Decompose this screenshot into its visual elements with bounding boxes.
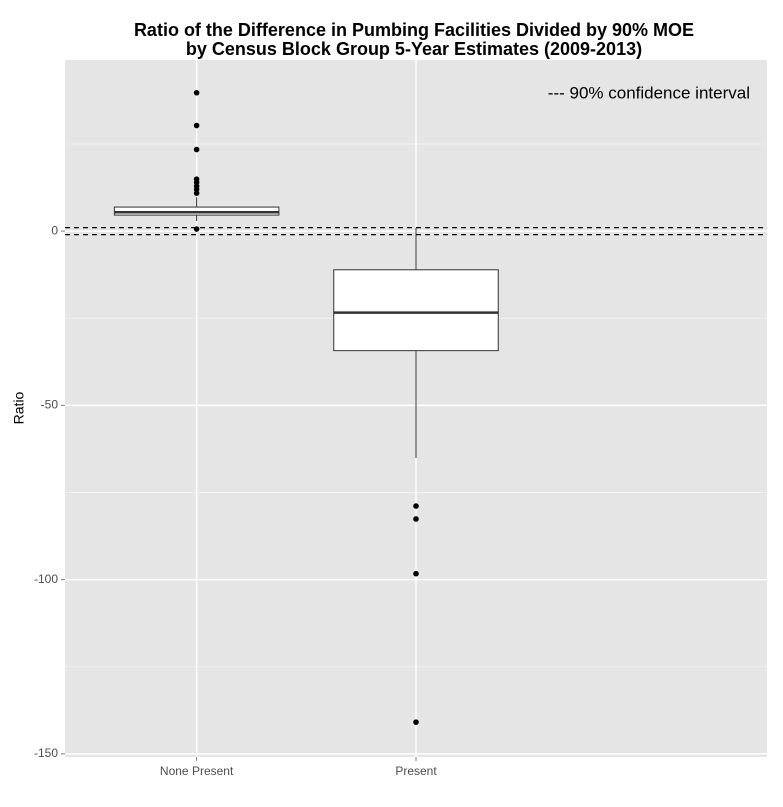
y-tick-label: 0 bbox=[51, 223, 58, 237]
y-axis-label: Ratio bbox=[11, 391, 27, 424]
outlier bbox=[413, 516, 419, 522]
outlier bbox=[193, 176, 200, 182]
outlier bbox=[193, 183, 200, 189]
x-tick-label: None Present bbox=[160, 764, 234, 778]
annotation: --- 90% confidence interval bbox=[548, 83, 750, 102]
outlier bbox=[193, 122, 200, 129]
box bbox=[333, 269, 499, 352]
outlier bbox=[413, 503, 419, 509]
outlier bbox=[413, 570, 419, 577]
y-tick-label: -100 bbox=[34, 572, 58, 586]
chart-subtitle: by Census Block Group 5-Year Estimates (… bbox=[186, 39, 642, 59]
outlier bbox=[193, 190, 200, 196]
outlier bbox=[413, 719, 419, 725]
outlier bbox=[193, 146, 200, 153]
y-tick-label: -150 bbox=[34, 746, 58, 760]
outlier bbox=[193, 89, 200, 96]
chart-title: Ratio of the Difference in Pumbing Facil… bbox=[134, 20, 694, 40]
y-tick-label: -50 bbox=[41, 398, 59, 412]
x-tick-label: Present bbox=[395, 764, 437, 778]
